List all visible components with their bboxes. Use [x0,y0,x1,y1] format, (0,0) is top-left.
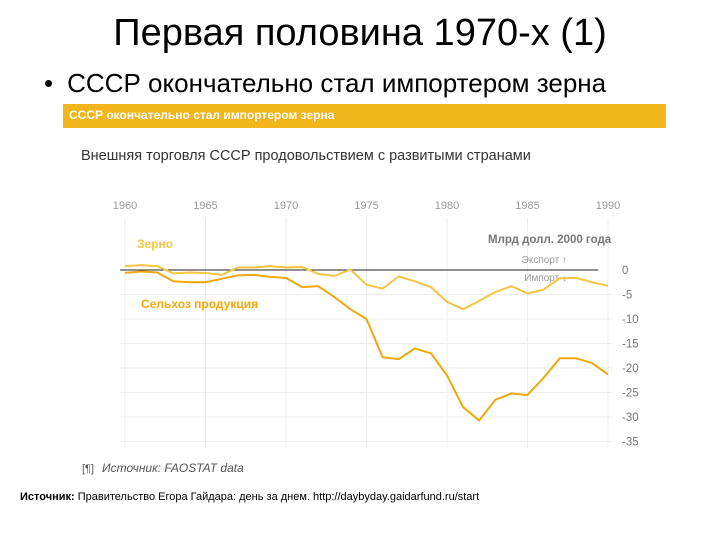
series-label: Зерно [137,237,173,251]
x-tick-label: 1985 [515,200,539,212]
y-tick-label: -30 [622,412,639,424]
chart-source: [¶] Источник: FAOSTAT data [82,461,244,475]
footer-source: Источник: Правительство Егора Гайдара: д… [20,491,479,503]
source-text: Источник: FAOSTAT data [102,461,244,475]
y-tick-label: -25 [622,388,639,400]
x-tick-label: 1975 [354,200,378,212]
banner-text: СССР окончательно стал импортером зерна [69,108,335,122]
bullet-dot: • [44,68,54,98]
bullet-point: • СССР окончательно стал импортером зерна [44,66,606,100]
legend-export: Экспорт ↑ [522,255,567,266]
x-tick-label: 1970 [274,200,298,212]
series-line [124,270,609,422]
slide-title: Первая половина 1970-х (1) [113,12,607,54]
y-tick-label: -35 [622,437,639,449]
y-tick-label: -10 [622,314,639,326]
y-tick-label: -20 [622,363,639,375]
series-label: Сельхоз продукция [141,297,258,311]
x-tick-label: 1980 [435,200,459,212]
source-icon: [¶] [82,463,95,475]
footer-label: Источник: [20,491,75,503]
chart-subtitle: Внешняя торговля СССР продовольствием с … [81,148,531,164]
y-tick-label: -15 [622,339,639,351]
x-tick-label: 1990 [596,200,620,212]
legend-import: Импорт ↓ [524,273,567,284]
y-tick-label: -5 [622,290,632,302]
bullet-text: СССР окончательно стал импортером зерна [67,68,607,98]
x-tick-label: 1965 [193,200,217,212]
footer-text: Правительство Егора Гайдара: день за дне… [77,491,480,503]
series-line [124,264,609,311]
y-tick-label: 0 [622,265,628,277]
chart-banner: СССР окончательно стал импортером зерна [63,104,666,128]
x-tick-label: 1960 [113,200,137,212]
y-axis-label: Млрд долл. 2000 года [488,234,612,246]
